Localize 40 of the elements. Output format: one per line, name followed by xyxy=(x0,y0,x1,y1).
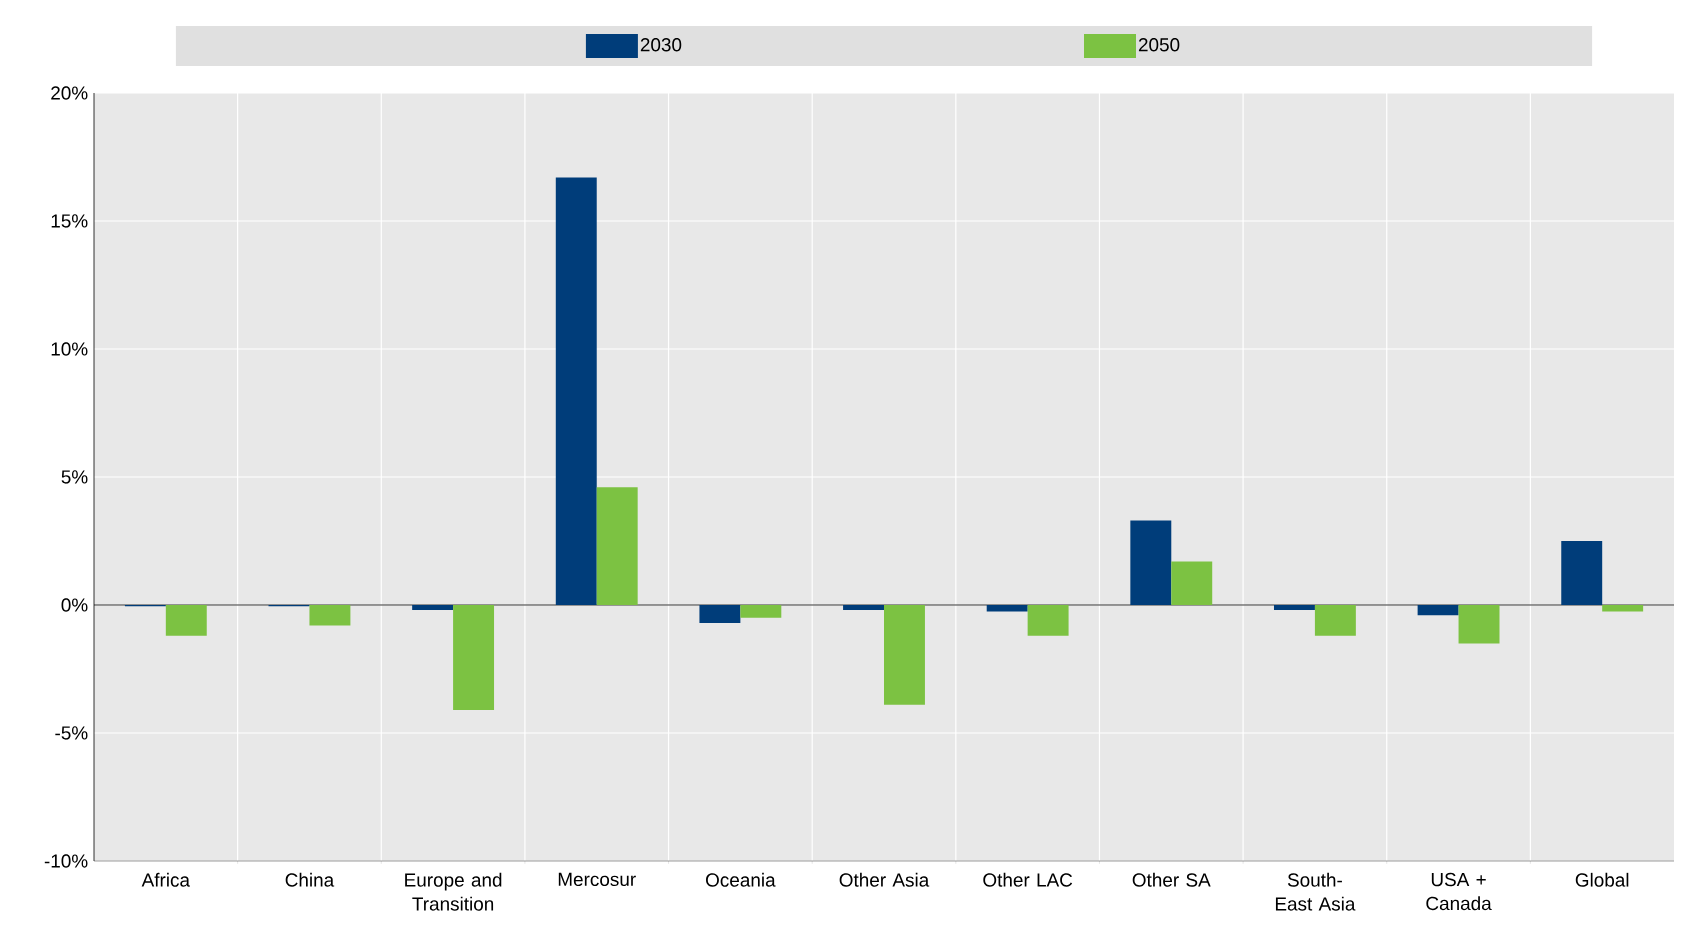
x-tick-label: Global xyxy=(1575,872,1629,887)
x-tick-label: Oceania xyxy=(706,872,776,887)
bar xyxy=(165,605,207,636)
x-tick-label: Other SA xyxy=(1132,872,1211,887)
bar xyxy=(1314,605,1356,636)
bar xyxy=(1417,605,1459,616)
x-tick-label: South-East Asia xyxy=(1275,872,1356,911)
bar xyxy=(740,605,782,618)
bar xyxy=(1130,520,1172,605)
x-tick-label: Other Asia xyxy=(839,872,930,887)
bar xyxy=(412,605,454,611)
bar xyxy=(1561,541,1603,605)
y-tick-label: -5% xyxy=(55,726,88,740)
x-tick-label: Mercosur xyxy=(558,872,636,887)
y-tick-label: 20% xyxy=(51,86,88,100)
x-tick-label: Europe and Transition xyxy=(405,872,502,911)
x-tick-label: China xyxy=(285,872,335,887)
bar xyxy=(453,605,495,710)
bar xyxy=(596,487,638,605)
legend-label: 2030 xyxy=(640,38,682,52)
y-tick-label: 5% xyxy=(61,470,88,484)
bar xyxy=(309,605,351,626)
y-tick-label: -10% xyxy=(44,854,88,868)
x-tick-label: USA + Canada xyxy=(1426,872,1492,911)
y-tick-label: 15% xyxy=(51,214,88,228)
bar xyxy=(555,177,597,605)
bar xyxy=(1273,605,1315,611)
bar xyxy=(1458,605,1500,644)
bar xyxy=(986,605,1028,612)
bar xyxy=(699,605,741,623)
x-tick-label: Africa xyxy=(141,872,191,887)
legend-label: 2050 xyxy=(1138,38,1180,52)
bar xyxy=(884,605,925,705)
bar xyxy=(1602,605,1644,612)
bar xyxy=(1171,561,1213,605)
y-tick-label: 0% xyxy=(61,598,88,612)
bar xyxy=(843,605,884,611)
bar xyxy=(1027,605,1069,636)
x-tick-label: Other LAC xyxy=(983,872,1073,887)
y-tick-label: 10% xyxy=(51,342,88,356)
